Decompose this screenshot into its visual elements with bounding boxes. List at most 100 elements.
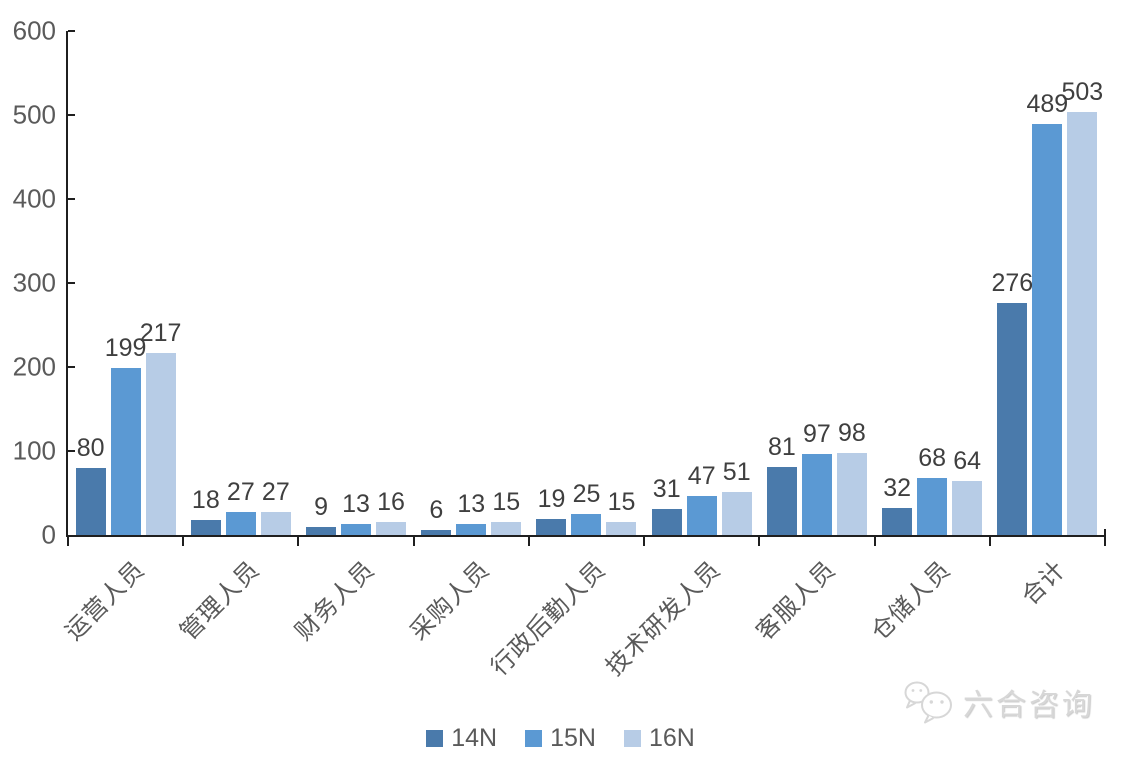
x-axis-label: 客服人员 bbox=[751, 555, 841, 646]
bar-value-label: 80 bbox=[76, 433, 105, 462]
bar-group: 80 199 217 bbox=[68, 31, 183, 535]
bar-16N bbox=[260, 512, 291, 535]
bar-slot: 68 bbox=[917, 31, 948, 535]
bar-group: 19 25 15 bbox=[529, 31, 644, 535]
bar-value-label: 97 bbox=[803, 419, 831, 448]
bar-15N bbox=[456, 524, 487, 535]
bar-15N bbox=[341, 524, 372, 535]
x-tick-mark bbox=[643, 535, 646, 546]
y-axis-tick-label: 100 bbox=[12, 435, 56, 466]
bar-slot: 80 bbox=[75, 31, 106, 535]
bar-16N bbox=[606, 522, 637, 535]
bar-slot: 27 bbox=[260, 31, 291, 535]
bar-value-label: 47 bbox=[687, 461, 716, 490]
bar-slot: 64 bbox=[952, 31, 983, 535]
bar-group: 18 27 27 bbox=[183, 31, 298, 535]
bar-14N bbox=[190, 519, 221, 535]
x-tick-mark bbox=[758, 535, 761, 546]
x-axis-label: 行政后勤人员 bbox=[485, 555, 611, 682]
bar-value-label: 217 bbox=[139, 318, 182, 347]
bar-14N bbox=[421, 529, 452, 535]
bar-group: 9 13 16 bbox=[298, 31, 413, 535]
bar-slot: 9 bbox=[306, 31, 337, 535]
bar-slot: 31 bbox=[651, 31, 682, 535]
bar-15N bbox=[1032, 124, 1063, 535]
bar-slot: 276 bbox=[992, 31, 1033, 535]
x-axis-label: 仓储人员 bbox=[866, 555, 957, 646]
bar-value-label: 27 bbox=[261, 478, 290, 507]
bar-15N bbox=[571, 514, 602, 535]
bar-16N bbox=[1067, 112, 1098, 535]
bar-slot: 98 bbox=[836, 31, 867, 535]
bar-group: 32 68 64 bbox=[875, 31, 990, 535]
plot-area: 0 100 200 300 400 500 600 80 199 217 18 27 27 9 13 16 6… bbox=[13, 16, 1106, 681]
x-tick-mark bbox=[1104, 529, 1106, 546]
bar-slot: 503 bbox=[1062, 31, 1103, 535]
bar-15N bbox=[225, 512, 256, 535]
x-tick-mark bbox=[873, 535, 876, 546]
bar-slot: 32 bbox=[882, 31, 913, 535]
bar-slot: 51 bbox=[721, 31, 752, 535]
bar-16N bbox=[491, 522, 522, 535]
bar-groups: 80 199 217 18 27 27 9 13 16 6 13 15 19 25 15 31 47 51 81 97… bbox=[68, 31, 1105, 535]
bar-value-label: 6 bbox=[429, 495, 444, 524]
bar-15N bbox=[110, 367, 141, 535]
bar-value-label: 31 bbox=[652, 474, 681, 503]
bar-value-label: 15 bbox=[607, 488, 636, 517]
x-tick-mark bbox=[67, 535, 69, 546]
bar-slot: 6 bbox=[421, 31, 452, 535]
y-tick-mark bbox=[68, 366, 75, 368]
bar-group: 31 47 51 bbox=[644, 31, 759, 535]
x-axis-label: 运营人员 bbox=[59, 555, 150, 646]
bar-slot: 13 bbox=[341, 31, 372, 535]
y-axis-tick-label: 600 bbox=[12, 15, 56, 46]
x-axis-label: 财务人员 bbox=[290, 555, 381, 646]
bar-16N bbox=[376, 521, 407, 535]
x-tick-mark bbox=[527, 535, 530, 546]
wechat-icon bbox=[904, 681, 952, 724]
bar-group: 276 489 503 bbox=[990, 31, 1105, 535]
bar-14N bbox=[997, 303, 1028, 535]
bar-slot: 27 bbox=[225, 31, 256, 535]
bar-group: 81 97 98 bbox=[759, 31, 874, 535]
x-axis-line bbox=[66, 535, 1105, 537]
bar-value-label: 13 bbox=[457, 490, 486, 519]
legend-item: 16N bbox=[623, 724, 695, 753]
x-tick-mark bbox=[988, 535, 991, 546]
bar-16N bbox=[836, 452, 867, 535]
bar-slot: 199 bbox=[105, 31, 146, 535]
bar-14N bbox=[651, 508, 682, 535]
bar-value-label: 16 bbox=[377, 487, 405, 516]
bar-14N bbox=[882, 508, 913, 535]
x-axis-label: 采购人员 bbox=[405, 555, 496, 646]
y-tick-mark bbox=[68, 450, 75, 452]
bar-value-label: 27 bbox=[226, 478, 255, 507]
bar-slot: 81 bbox=[766, 31, 797, 535]
bar-14N bbox=[766, 466, 797, 535]
x-axis-label: 合计 bbox=[1016, 555, 1072, 611]
y-axis-line bbox=[66, 31, 68, 537]
bar-15N bbox=[917, 477, 948, 535]
legend-swatch bbox=[426, 730, 444, 747]
x-tick-mark bbox=[412, 535, 415, 546]
y-axis-tick-label: 0 bbox=[41, 519, 56, 550]
x-tick-mark bbox=[297, 535, 300, 546]
legend-label: 16N bbox=[648, 724, 695, 752]
bar-slot: 489 bbox=[1027, 31, 1068, 535]
x-axis-label: 技术研发人员 bbox=[600, 555, 726, 682]
bar-value-label: 98 bbox=[838, 418, 866, 447]
legend-swatch bbox=[525, 730, 543, 747]
bar-15N bbox=[801, 453, 832, 535]
legend-item: 15N bbox=[525, 724, 596, 753]
bar-slot: 16 bbox=[376, 31, 407, 535]
bar-value-label: 81 bbox=[768, 432, 796, 461]
x-axis-label: 管理人员 bbox=[175, 555, 265, 646]
y-tick-mark bbox=[68, 30, 75, 32]
legend: 14N 15N 16N bbox=[0, 724, 1121, 753]
bar-value-label: 9 bbox=[314, 493, 328, 522]
y-tick-mark bbox=[68, 114, 75, 116]
y-tick-mark bbox=[68, 282, 75, 284]
legend-swatch bbox=[623, 730, 641, 747]
bar-16N bbox=[721, 492, 752, 535]
